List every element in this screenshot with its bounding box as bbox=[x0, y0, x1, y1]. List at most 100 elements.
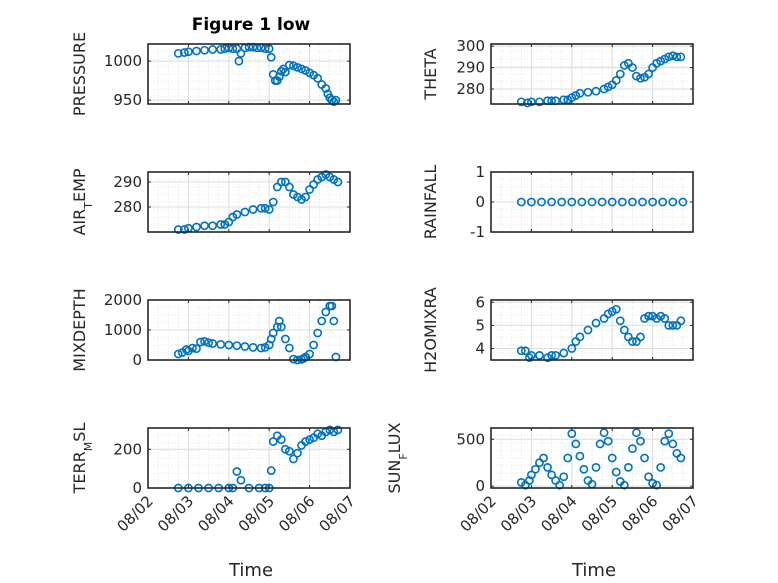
data-point bbox=[280, 334, 290, 344]
data-point bbox=[313, 328, 323, 338]
data-point bbox=[587, 197, 597, 207]
data-point bbox=[628, 337, 637, 346]
y-tick-label: 0 bbox=[132, 479, 142, 497]
data-point bbox=[628, 63, 637, 72]
data-point bbox=[321, 307, 331, 317]
data-point bbox=[632, 428, 641, 438]
data-point bbox=[527, 470, 536, 480]
data-points bbox=[173, 170, 343, 234]
data-point bbox=[658, 197, 668, 207]
data-point bbox=[577, 197, 587, 207]
data-point bbox=[676, 453, 686, 463]
data-point bbox=[208, 221, 218, 231]
data-point bbox=[611, 467, 621, 477]
data-point bbox=[192, 46, 201, 56]
data-point bbox=[516, 97, 526, 107]
data-point bbox=[173, 349, 183, 359]
data-point bbox=[208, 45, 218, 54]
data-point bbox=[276, 435, 286, 445]
data-point bbox=[196, 337, 205, 347]
data-point bbox=[623, 462, 633, 472]
data-point bbox=[619, 325, 629, 335]
data-point bbox=[559, 348, 569, 358]
data-point bbox=[313, 73, 323, 83]
data-point bbox=[321, 84, 331, 93]
y-tick-label: 500 bbox=[456, 430, 485, 448]
data-point bbox=[672, 52, 682, 62]
data-point bbox=[535, 350, 544, 360]
minor-grid bbox=[147, 171, 351, 233]
x-tick-label: 08/03 bbox=[154, 492, 197, 535]
minor-grid bbox=[490, 43, 694, 105]
data-point bbox=[200, 221, 209, 231]
axes-box bbox=[147, 43, 351, 105]
x-tick-label: 08/06 bbox=[275, 492, 318, 535]
y-tick-label: 1000 bbox=[104, 321, 142, 339]
data-point bbox=[575, 451, 585, 461]
data-point bbox=[293, 62, 302, 72]
data-point bbox=[583, 87, 593, 97]
data-point bbox=[256, 343, 266, 353]
y-tick-label: 6 bbox=[475, 293, 485, 311]
x-axis-label-right: Time bbox=[571, 560, 616, 581]
data-point bbox=[289, 61, 298, 71]
data-point bbox=[648, 197, 657, 207]
data-point bbox=[268, 437, 278, 446]
y-tick-label: 0 bbox=[475, 193, 485, 211]
x-tick-label: 08/04 bbox=[537, 492, 580, 535]
data-point bbox=[284, 60, 294, 70]
data-point bbox=[228, 44, 238, 54]
data-point bbox=[583, 325, 593, 335]
y-axis-label: RAINFALL bbox=[421, 165, 440, 240]
data-point bbox=[644, 472, 653, 482]
data-point bbox=[173, 225, 183, 234]
data-point bbox=[236, 475, 246, 485]
data-point bbox=[297, 64, 306, 74]
data-point bbox=[591, 462, 601, 472]
data-point bbox=[547, 350, 556, 360]
data-point bbox=[232, 467, 242, 476]
subplot-rainfall: -1 0 1 RAINFALL bbox=[421, 163, 694, 241]
data-point bbox=[179, 48, 189, 57]
data-point bbox=[200, 45, 209, 55]
data-point bbox=[208, 339, 218, 348]
subplot-theta: 280 290 300 THETA bbox=[421, 37, 694, 108]
data-point bbox=[289, 354, 298, 364]
axes-box bbox=[490, 299, 694, 361]
y-tick-label: 290 bbox=[456, 59, 485, 77]
data-point bbox=[232, 341, 242, 350]
data-point bbox=[220, 44, 230, 54]
x-tick-label: 08/05 bbox=[235, 492, 278, 535]
data-point bbox=[234, 56, 244, 66]
data-point bbox=[668, 197, 678, 207]
data-point bbox=[248, 342, 258, 352]
x-axis-label-left: Time bbox=[228, 560, 273, 581]
data-point bbox=[216, 339, 226, 349]
data-point bbox=[240, 342, 250, 351]
y-tick-label: 290 bbox=[113, 173, 142, 191]
data-point bbox=[664, 320, 674, 330]
subplot-h2omixra: 4 5 6 H2OMIXRA bbox=[421, 287, 694, 373]
y-tick-label: 280 bbox=[113, 198, 142, 216]
data-point bbox=[266, 52, 276, 62]
data-point bbox=[543, 462, 552, 472]
data-point bbox=[579, 464, 589, 474]
data-points bbox=[516, 51, 686, 108]
data-point bbox=[276, 177, 286, 187]
data-point bbox=[575, 332, 585, 342]
minor-grid bbox=[147, 43, 351, 105]
data-point bbox=[615, 69, 625, 79]
data-point bbox=[188, 343, 197, 353]
y-tick-label: 4 bbox=[475, 339, 485, 357]
data-point bbox=[329, 316, 339, 326]
data-point bbox=[571, 439, 581, 449]
data-point bbox=[276, 322, 286, 332]
subplot-sun-flux: 0 500 SUNFLUX 08/0208/0308/0408/0508/0608/0… bbox=[385, 422, 702, 535]
data-point bbox=[628, 444, 637, 454]
data-point bbox=[628, 197, 637, 207]
x-tick-label: 08/07 bbox=[316, 492, 359, 535]
data-point bbox=[204, 338, 213, 347]
data-point bbox=[644, 311, 653, 321]
subplot-pressure: 950 1000 PRESSURE bbox=[70, 32, 351, 116]
y-tick-label: 300 bbox=[456, 37, 485, 55]
